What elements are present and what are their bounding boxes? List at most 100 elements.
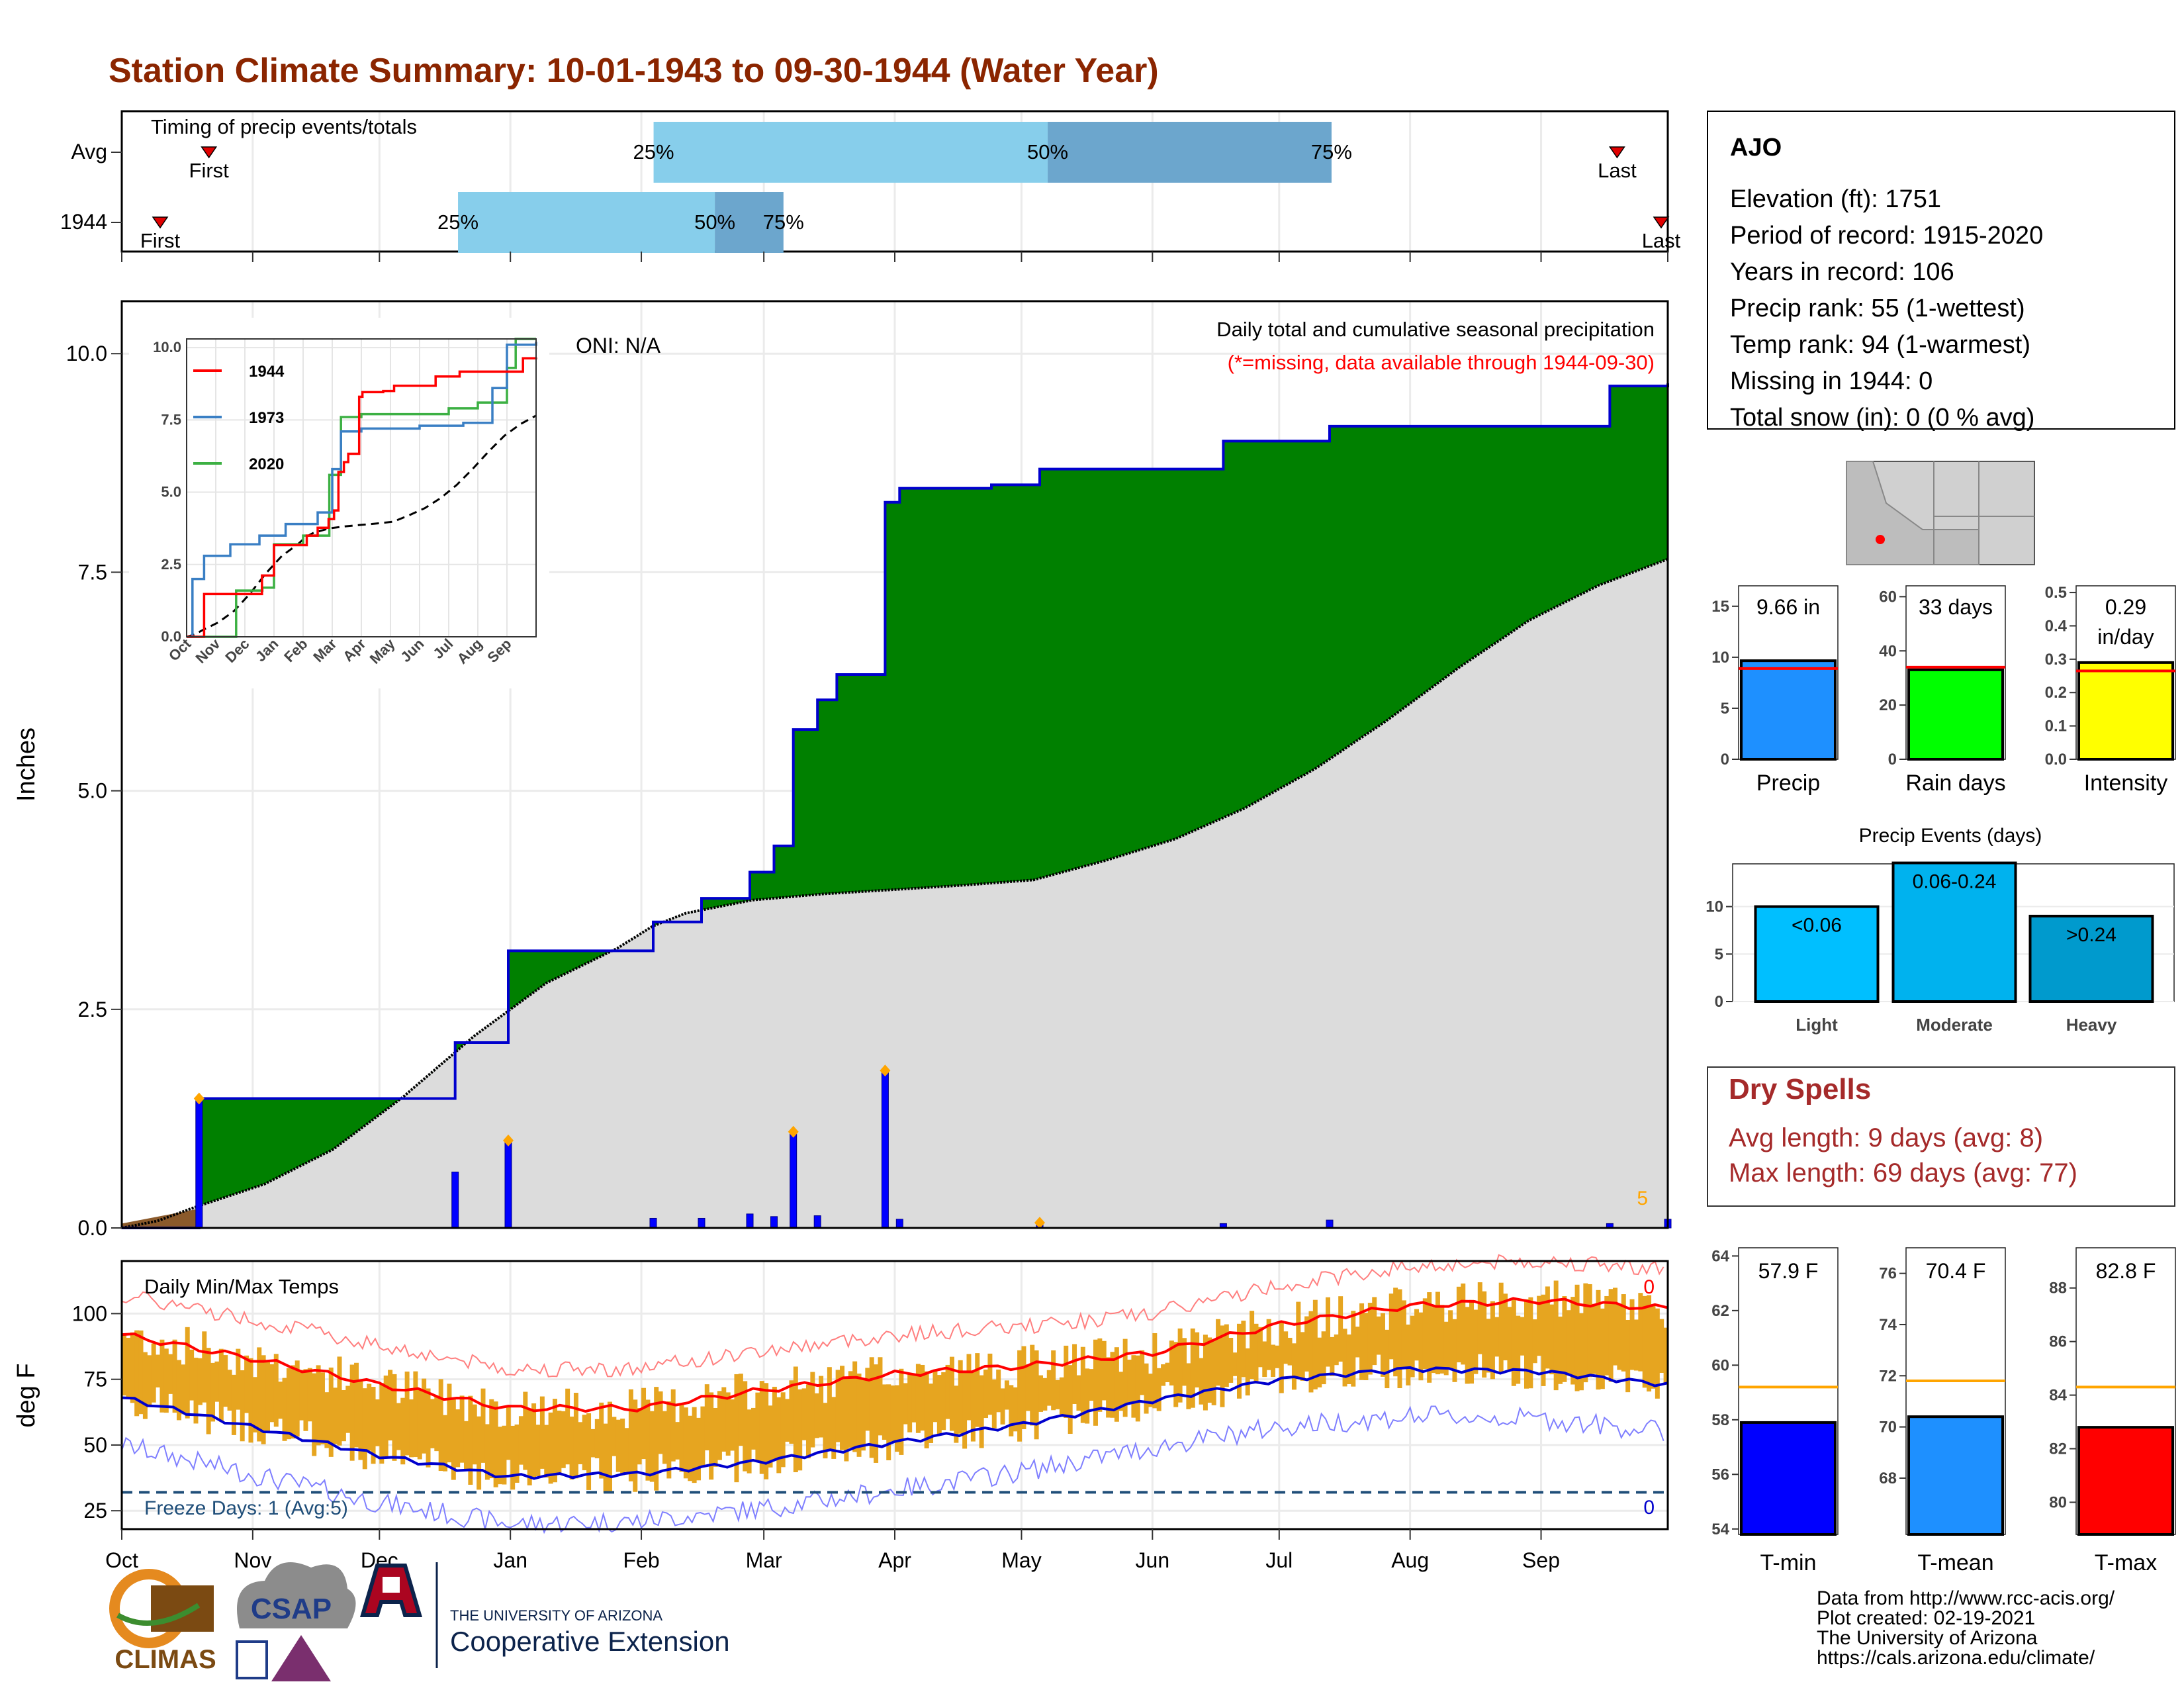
- daily-temp-bar: [1220, 1325, 1225, 1407]
- daily-temp-bar: [1232, 1352, 1238, 1376]
- daily-temp-bar: [670, 1389, 676, 1462]
- summary-tick-label: 0.4: [2045, 617, 2068, 635]
- daily-temp-bar: [138, 1330, 144, 1415]
- daily-temp-bar: [975, 1353, 980, 1427]
- daily-temp-bar: [455, 1409, 461, 1468]
- daily-temp-bar: [1566, 1310, 1571, 1376]
- daily-temp-bar: [827, 1367, 832, 1450]
- daily-temp-bar: [907, 1374, 913, 1432]
- daily-temp-bar: [122, 1335, 126, 1396]
- daily-temp-bar: [426, 1388, 431, 1468]
- climas-logo-text: CLIMAS: [114, 1645, 216, 1674]
- inset-legend-label: 1973: [249, 409, 284, 427]
- inset-y-tick-label: 0.0: [161, 628, 181, 645]
- daily-temp-bar: [1177, 1328, 1183, 1403]
- daily-temp-bar: [915, 1364, 921, 1433]
- precip-event-marker: [193, 1092, 205, 1105]
- precip-events-chart: Precip Events (days) 0 5 10 <0.06 Light 0.06-…: [1706, 825, 2175, 1035]
- daily-temp-bar: [303, 1369, 308, 1431]
- summary-bars: 0 5 10 15 9.66 in Precip 0 20 40 60 33 days Rain da…: [1711, 584, 2176, 796]
- daily-temp-bar: [1034, 1350, 1039, 1440]
- daily-temp-bar: [1211, 1340, 1216, 1405]
- daily-temp-bar: [1326, 1297, 1330, 1367]
- daily-temp-bar: [1140, 1350, 1145, 1395]
- daily-temp-bar: [227, 1370, 232, 1411]
- daily-temp-bar: [793, 1366, 798, 1473]
- daily-temp-bar: [1257, 1327, 1263, 1368]
- summary-tick-label: 5: [1721, 700, 1729, 718]
- daily-temp-bar: [1055, 1380, 1060, 1409]
- daily-temp-bar: [417, 1389, 422, 1460]
- daily-temp-bar: [463, 1421, 469, 1470]
- daily-temp-bar: [1545, 1286, 1550, 1369]
- daily-temp-bar: [316, 1365, 321, 1446]
- summary-tick-label: 0.1: [2045, 718, 2067, 735]
- temp-panel-label: Daily Min/Max Temps: [144, 1275, 339, 1298]
- daily-temp-bar: [1165, 1362, 1170, 1383]
- daily-temp-bar: [890, 1385, 895, 1442]
- daily-temp-bar: [1642, 1295, 1647, 1388]
- daily-temp-bar: [1655, 1308, 1660, 1399]
- month-label: Sep: [1522, 1548, 1560, 1572]
- daily-temp-bar: [1477, 1282, 1482, 1354]
- summary-value-bar: [1907, 668, 2004, 761]
- daily-temp-bar: [1085, 1368, 1090, 1424]
- daily-temp-bar: [172, 1339, 177, 1413]
- daily-temp-bar: [1300, 1332, 1305, 1381]
- station-info-line: Period of record: 1915-2020: [1730, 222, 2043, 250]
- daily-temp-bar: [1494, 1317, 1500, 1357]
- daily-temp-bar: [1608, 1289, 1614, 1382]
- daily-temp-bar: [248, 1358, 253, 1443]
- daily-temp-bar: [1021, 1346, 1026, 1430]
- record-min-line: [121, 1405, 1664, 1534]
- below-normal-area: [122, 1208, 199, 1228]
- daily-temp-bar: [1473, 1309, 1479, 1374]
- daily-temp-bar: [553, 1399, 557, 1483]
- daily-precip-bar: [881, 1070, 889, 1229]
- daily-temp-bar: [1401, 1300, 1406, 1370]
- summary-value-bar: [2077, 661, 2174, 761]
- daily-temp-bar: [1465, 1307, 1470, 1384]
- timing-last-label: Last: [1598, 159, 1637, 182]
- daily-temp-bar: [493, 1401, 498, 1487]
- daily-temp-bar: [717, 1391, 722, 1460]
- avg-min-temp-line: [121, 1366, 1668, 1480]
- daily-temp-bar: [966, 1354, 972, 1421]
- ua-line2: Cooperative Extension: [450, 1626, 730, 1657]
- temp-summary-tick-label: 60: [1711, 1356, 1729, 1374]
- daily-temp-bar: [675, 1422, 680, 1460]
- daily-temp-bar: [1253, 1323, 1259, 1382]
- daily-temp-bar: [637, 1408, 642, 1465]
- daily-temp-bar: [599, 1402, 604, 1479]
- daily-precip-bar: [698, 1217, 705, 1229]
- daily-temp-bar: [1435, 1291, 1440, 1375]
- daily-temp-bar: [1452, 1319, 1457, 1382]
- daily-temp-bar: [903, 1383, 908, 1425]
- month-label: Aug: [1391, 1548, 1429, 1572]
- daily-temp-bar: [751, 1407, 756, 1450]
- daily-temp-bar: [654, 1387, 659, 1491]
- credit-line: The University of Arizona: [1817, 1627, 2038, 1649]
- daily-temp-bar: [878, 1357, 883, 1436]
- summary-tick-label: 20: [1879, 696, 1897, 714]
- max-daily-count: 5: [1637, 1188, 1648, 1209]
- normal-cumulative-area: [122, 559, 1668, 1228]
- temp-summary-tick-label: 80: [2049, 1493, 2067, 1511]
- daily-temp-bar: [1030, 1344, 1035, 1426]
- daily-temp-bar: [615, 1419, 621, 1472]
- daily-temp-bar: [1224, 1324, 1229, 1387]
- inset-y-tick-label: 10.0: [153, 339, 181, 355]
- daily-temp-bar: [400, 1397, 406, 1465]
- daily-temp-bar: [459, 1395, 465, 1463]
- figure-title: Station Climate Summary: 10-01-1943 to 0…: [109, 52, 1159, 90]
- climas-logo: CLIMAS: [109, 1569, 216, 1674]
- daily-temp-bar: [210, 1362, 216, 1422]
- daily-temp-bar: [1004, 1380, 1009, 1410]
- daily-temp-bar: [404, 1371, 410, 1456]
- daily-temp-bar: [1199, 1358, 1204, 1405]
- month-label: Nov: [234, 1548, 271, 1572]
- daily-temp-bar: [1380, 1313, 1385, 1377]
- daily-temp-bar: [1346, 1334, 1351, 1384]
